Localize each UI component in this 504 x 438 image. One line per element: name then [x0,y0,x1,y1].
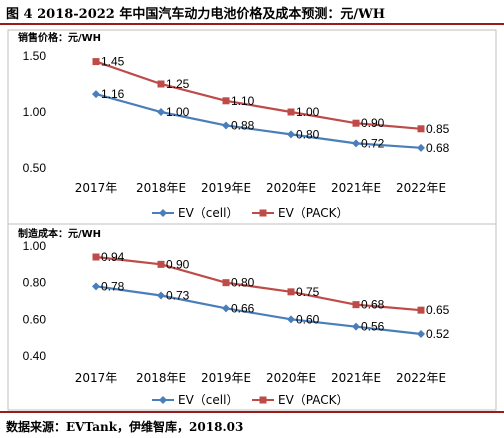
cost-cell-data-label: 0.56 [361,320,385,334]
source-note: 数据来源：EVTank，伊维智库，2018.03 [6,420,244,434]
price-pack-line [95,60,422,130]
cost-pack-data-label: 0.68 [361,298,385,312]
cost-x-tick-label: 2017年 [75,371,118,385]
cost-pack-point [287,288,295,296]
price-pack-point [287,108,295,116]
cost-x-tick-label: 2020年E [266,371,316,385]
price-pack-data-label: 1.45 [101,55,125,69]
price-x-tick-label: 2019年E [201,181,251,195]
cost-legend-cell-label: EV（cell） [178,393,238,407]
cost-cell-point [417,330,425,338]
cost-cell-data-label: 0.60 [296,312,320,326]
price-pack-point [157,80,165,88]
cost-x-tick-label: 2021年E [331,371,381,385]
cost-pack-data-label: 0.65 [426,303,450,317]
figure-title: 图 4 2018-2022 年中国汽车动力电池价格及成本预测：元/WH [6,7,386,22]
cost-cell-point [222,304,230,313]
price-y-tick-label: 1.00 [23,105,47,119]
price-x-tick-label: 2018年E [136,181,186,195]
price-cell-line [95,93,422,149]
cost-cell-data-label: 0.73 [166,289,190,303]
cost-pack-data-label: 0.80 [231,276,255,290]
price-cell-point [157,108,165,116]
cost-pack-point [417,306,425,314]
cost-pack-point [92,253,100,261]
price-cell-point [287,130,295,139]
price-legend-pack-label: EV（PACK） [278,206,349,220]
price-cell-data-label: 0.88 [231,118,255,132]
cost-legend-pack-label: EV（PACK） [278,393,349,407]
price-x-tick-label: 2022年E [396,181,446,195]
cost-cell-line [95,285,422,336]
price-pack-data-label: 1.00 [296,105,320,119]
price-cell-data-label: 0.80 [296,127,320,141]
cost-x-tick-label: 2019年E [201,371,251,385]
price-y-tick-label: 0.50 [23,161,47,175]
cost-pack-data-label: 0.94 [101,250,125,264]
price-pack-point [92,58,100,66]
cost-chart-frame [7,223,497,411]
cost-pack-point [352,301,360,309]
price-chart-title: 销售价格：元/WH [18,31,101,44]
cost-cell-point [157,291,165,300]
cost-x-tick-label: 2022年E [396,371,446,385]
price-x-tick-label: 2020年E [266,181,316,195]
top-rule [0,23,504,25]
cost-x-tick-label: 2018年E [136,371,186,385]
price-x-tick-label: 2021年E [331,181,381,195]
price-pack-data-label: 0.85 [426,122,450,136]
cost-cell-data-label: 0.78 [101,279,125,293]
cost-cell-point [92,282,100,291]
price-pack-data-label: 1.10 [231,94,255,108]
cost-y-tick-label: 0.80 [23,276,47,290]
cost-pack-point [157,260,165,268]
cost-cell-data-label: 0.52 [426,327,450,341]
cost-pack-data-label: 0.90 [166,257,190,271]
cost-y-tick-label: 0.60 [23,312,47,326]
price-cell-data-label: 1.16 [101,87,125,101]
cost-pack-point [222,279,230,287]
cost-legend-pack-marker [259,396,267,404]
price-x-tick-label: 2017年 [75,181,118,195]
price-pack-point [417,125,425,133]
cost-pack-line [95,255,422,312]
price-cell-point [222,121,230,130]
price-cell-point [352,139,360,148]
price-cell-data-label: 1.00 [166,105,190,119]
price-pack-data-label: 0.90 [361,116,385,130]
bottom-rule [0,411,504,413]
cost-legend-cell-marker [159,396,167,404]
price-pack-point [222,97,230,105]
price-cell-data-label: 0.68 [426,141,450,155]
cost-cell-data-label: 0.66 [231,301,255,315]
cost-chart-title: 制造成本：元/WH [18,227,101,240]
price-cell-data-label: 0.72 [361,136,385,150]
price-legend-pack-marker [259,209,267,217]
cost-pack-data-label: 0.75 [296,285,320,299]
price-pack-point [352,119,360,127]
cost-cell-point [287,315,295,324]
price-cell-point [417,143,425,152]
price-legend-cell-marker [159,209,167,217]
price-legend-cell-label: EV（cell） [178,206,238,220]
price-pack-data-label: 1.25 [166,77,190,91]
cost-y-tick-label: 0.40 [23,349,47,363]
cost-cell-point [352,322,360,331]
cost-y-tick-label: 1.00 [23,239,47,253]
price-y-tick-label: 1.50 [23,49,47,63]
price-cell-point [92,90,100,99]
